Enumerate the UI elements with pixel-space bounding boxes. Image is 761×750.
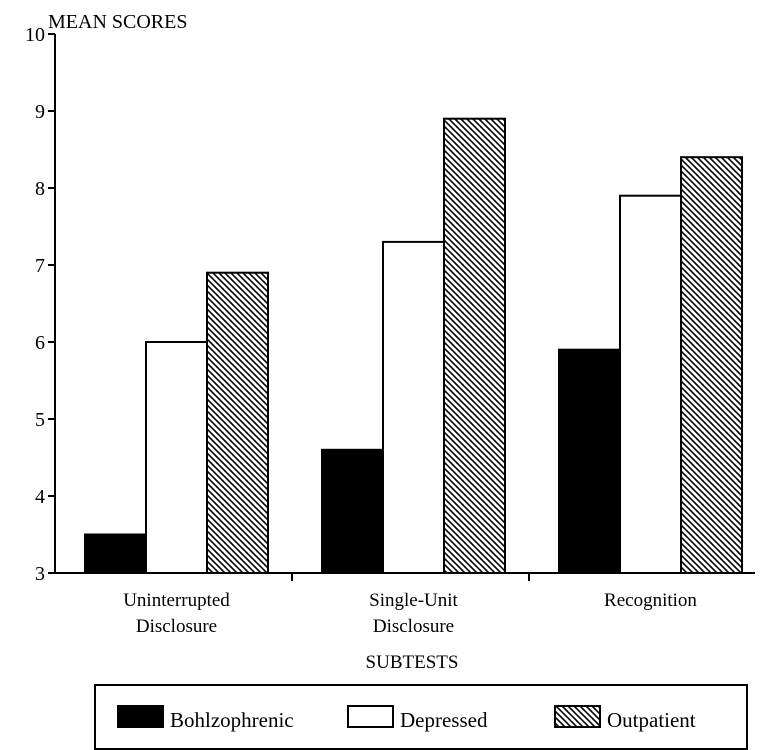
y-tick-label: 8 <box>35 178 45 200</box>
legend-label-depressed: Depressed <box>400 708 488 732</box>
bar-bohlzophrenic-2 <box>321 448 384 574</box>
bar-outpatient-2 <box>443 117 506 574</box>
x-tick-label: Disclosure <box>373 616 454 637</box>
y-tick-label: 5 <box>35 409 45 431</box>
legend-box <box>94 684 748 750</box>
bar-bohlzophrenic-1 <box>84 533 147 574</box>
y-tick-label: 4 <box>35 486 45 508</box>
bar-depressed-2 <box>382 240 445 574</box>
y-axis-label: MEAN SCORES <box>48 11 187 33</box>
legend-label-bohlzophrenic: Bohlzophrenic <box>170 708 294 732</box>
x-tick-label: Recognition <box>604 590 697 611</box>
bar-depressed-1 <box>145 341 208 574</box>
y-tick-label: 6 <box>35 332 45 354</box>
bar-bohlzophrenic-3 <box>558 348 621 575</box>
x-tick-label: Uninterrupted <box>123 590 230 611</box>
bar-depressed-3 <box>619 194 682 574</box>
x-tick-label: Single-Unit <box>369 590 458 611</box>
x-axis-label: SUBTESTS <box>366 652 459 673</box>
bar-outpatient-3 <box>680 156 743 574</box>
legend-swatch-outpatient <box>554 705 601 728</box>
y-tick-label: 9 <box>35 101 45 123</box>
x-tick-label: Disclosure <box>136 616 217 637</box>
legend-swatch-depressed <box>347 705 394 728</box>
y-tick-label: 7 <box>35 255 45 277</box>
bar-outpatient-1 <box>206 271 269 574</box>
legend-swatch-bohlzophrenic <box>117 705 164 728</box>
y-tick-label: 10 <box>25 24 45 46</box>
legend-label-outpatient: Outpatient <box>607 708 696 732</box>
y-tick-label: 3 <box>35 563 45 585</box>
